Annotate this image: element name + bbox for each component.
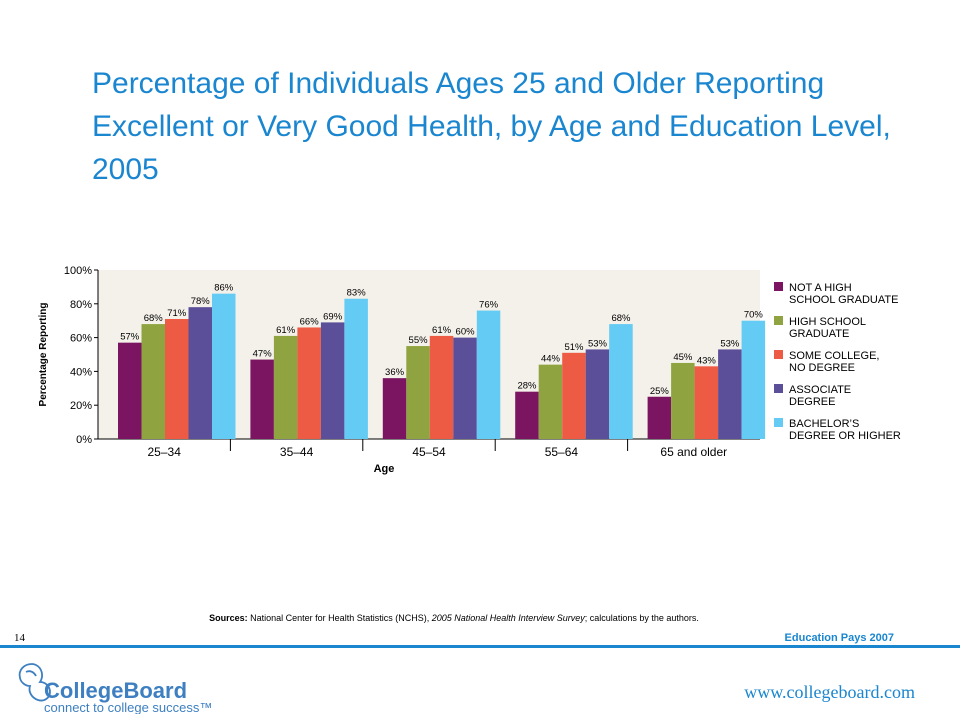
bar [188,307,212,439]
logo-brand-text: CollegeBoard [44,678,187,703]
data-label: 66% [300,316,320,327]
x-tick-label: 65 and older [660,445,727,459]
y-tick-label: 80% [70,299,92,311]
website-link[interactable]: www.collegeboard.com [744,682,915,702]
bar [609,324,633,439]
bar [585,349,610,439]
bar [741,320,766,439]
collegeboard-logo: CollegeBoard connect to college success™ [18,663,212,714]
bar [562,352,586,439]
data-label: 53% [588,338,608,349]
data-label: 47% [253,349,273,360]
legend-label: HIGH SCHOOL [789,316,866,328]
data-label: 83% [347,288,367,299]
sources-note: Sources: National Center for Health Stat… [0,613,908,623]
data-label: 76% [479,300,499,311]
data-label: 68% [144,313,164,324]
bar [694,366,719,439]
sources-text: National Center for Health Statistics (N… [247,613,432,623]
legend-label: NOT A HIGH [789,282,852,294]
data-label: 43% [697,355,717,366]
bar [647,396,672,439]
y-tick-label: 60% [70,333,92,345]
legend-swatch [774,418,783,427]
x-tick-label: 35–44 [280,445,314,459]
sources-label: Sources: [209,613,248,623]
bar [297,327,321,439]
legend-swatch [774,384,783,393]
data-label: 53% [720,338,740,349]
publication-label: Education Pays 2007 [784,632,894,644]
legend-label: SOME COLLEGE, [789,350,879,362]
data-label: 61% [276,325,296,336]
data-label: 45% [673,352,693,363]
data-label: 69% [323,311,343,322]
data-label: 60% [456,327,476,338]
page-number: 14 [14,632,25,644]
data-label: 78% [191,296,211,307]
bar [538,364,563,439]
data-label: 57% [120,332,140,343]
bar [344,298,368,439]
x-tick-label: 45–54 [412,445,446,459]
bar [515,391,539,439]
sources-survey: 2005 National Health Interview Survey [431,613,585,623]
data-label: 86% [214,283,234,294]
data-label: 61% [432,325,452,336]
sources-tail: ; calculations by the authors. [584,613,699,623]
bar [320,322,345,439]
legend-label: ASSOCIATE [789,384,851,396]
y-tick-label: 40% [70,366,92,378]
bar [453,337,477,439]
bar [718,349,742,439]
bar [165,319,189,439]
bar [429,335,454,439]
bar [250,359,274,439]
y-tick-label: 0% [76,434,92,446]
x-tick-label: 55–64 [545,445,579,459]
x-axis-title: Age [374,463,395,475]
legend-label: SCHOOL GRADUATE [789,294,898,306]
x-tick-label: 25–34 [148,445,182,459]
legend-label: DEGREE OR HIGHER [789,430,901,442]
acorn-icon [18,663,51,702]
data-label: 68% [611,313,631,324]
y-tick-label: 20% [70,400,92,412]
data-label: 44% [541,354,561,365]
footer-rule [0,645,960,648]
y-axis-title: Percentage Reporting [38,303,49,407]
bar [212,293,236,439]
chart-title: Percentage of Individuals Ages 25 and Ol… [92,67,891,186]
legend-label: DEGREE [789,396,835,408]
bar [382,378,407,439]
data-label: 28% [517,381,537,392]
legend-label: BACHELOR’S [789,418,859,430]
legend-label: GRADUATE [789,328,849,340]
legend-label: NO DEGREE [789,362,855,374]
bar [141,324,165,439]
data-label: 70% [744,310,764,321]
legend-swatch [774,316,783,325]
bar [273,335,298,439]
data-label: 55% [409,335,429,346]
data-label: 25% [650,386,670,397]
bar [118,342,142,439]
bar [671,362,695,439]
y-tick-label: 100% [64,265,92,277]
legend-swatch [774,350,783,359]
data-label: 36% [385,367,405,378]
data-label: 51% [564,342,584,353]
bar [406,346,430,439]
logo-tagline: connect to college success™ [44,700,212,714]
data-label: 71% [167,308,187,319]
legend-swatch [774,282,783,291]
bar [476,310,501,439]
